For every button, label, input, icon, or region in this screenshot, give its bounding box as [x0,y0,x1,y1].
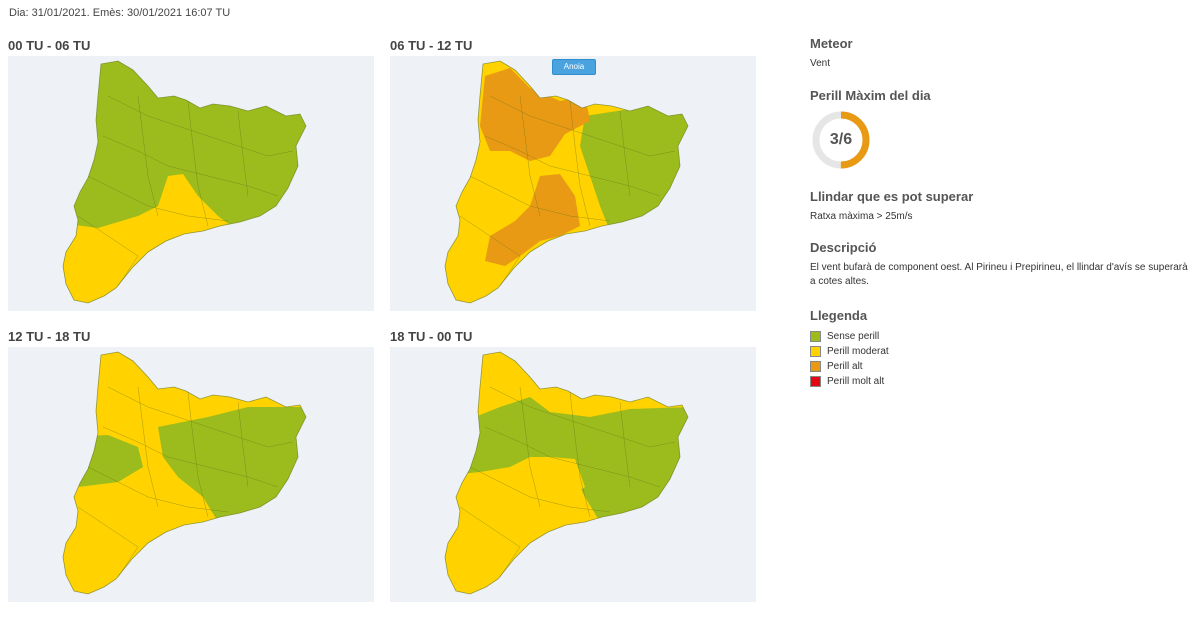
danger-gauge: 3/6 [810,109,872,171]
llindar-section: Llindar que es pot superar Ratxa màxima … [810,189,973,224]
issue-date-line: Dia: 31/01/2021. Emès: 30/01/2021 16:07 … [9,7,231,19]
forecast-panel-12-18: 12 TU - 18 TU [8,327,374,602]
forecast-panel-18-00: 18 TU - 00 TU [390,327,756,602]
region-yellow-inset [550,457,585,497]
perill-section: Perill Màxim del dia 3/6 [810,88,931,171]
catalonia-map[interactable] [390,347,756,602]
description-heading: Descripció [810,240,877,255]
forecast-panel-06-12: 06 TU - 12 TU Anoia [390,36,756,311]
llindar-value: Ratxa màxima > 25m/s [810,211,913,222]
legend-swatch [810,361,821,372]
llindar-heading: Llindar que es pot superar [810,189,974,204]
legend-swatch [810,346,821,357]
legend-item: Perill moderat [810,344,889,359]
gauge-fill [812,111,870,169]
legend-heading: Llegenda [810,308,868,323]
perill-heading: Perill Màxim del dia [810,88,931,103]
gauge-value: 3/6 [829,131,853,148]
legend-label: Perill alt [827,361,863,372]
panel-title: 12 TU - 18 TU [8,329,91,344]
panel-title: 00 TU - 06 TU [8,38,91,53]
legend-label: Sense perill [827,331,880,342]
legend-section: Llegenda Sense perill Perill moderat Per… [810,308,889,389]
map-svg [62,60,307,304]
map-svg [62,351,307,595]
panel-title: 18 TU - 00 TU [390,329,473,344]
description-text: El vent bufarà de component oest. Al Pir… [810,262,1188,287]
legend-swatch [810,376,821,387]
catalonia-map[interactable] [8,347,374,602]
region-yellow [445,61,688,303]
region-green-east [158,407,306,522]
description-section: Descripció El vent bufarà de component o… [810,240,1195,289]
map-svg [444,60,689,304]
forecast-panel-00-06: 00 TU - 06 TU [8,36,374,311]
region-orange-north [480,68,590,161]
region-green [63,61,306,303]
region-label-chip[interactable]: Anoia [552,59,596,75]
legend-item: Perill molt alt [810,374,889,389]
catalonia-map[interactable] [8,56,374,311]
legend-item: Perill alt [810,359,889,374]
map-svg [444,351,689,595]
legend-label: Perill molt alt [827,376,885,387]
meteor-value: Vent [810,58,831,69]
panel-title: 06 TU - 12 TU [390,38,473,53]
meteor-heading: Meteor [810,36,853,51]
legend-item: Sense perill [810,329,889,344]
legend-swatch [810,331,821,342]
region-orange-central [485,174,580,266]
meteor-section: Meteor Vent [810,36,853,71]
gauge-ring [812,111,870,169]
catalonia-map[interactable]: Anoia [390,56,756,311]
legend-label: Perill moderat [827,346,889,357]
